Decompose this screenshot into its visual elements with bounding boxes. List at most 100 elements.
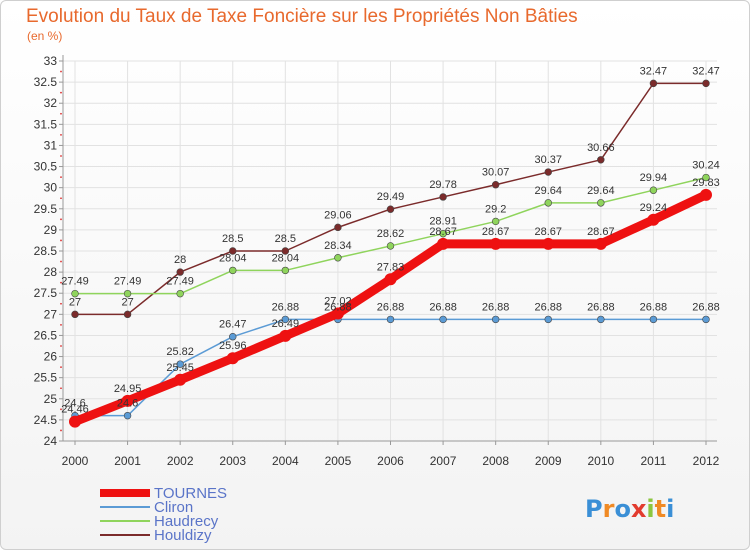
- x-tick-label: 2001: [114, 454, 141, 468]
- axis-minor-dot: [60, 281, 62, 284]
- data-label-houldizy: 29.49: [377, 191, 405, 203]
- data-point-houldizy: [229, 247, 237, 255]
- data-point-houldizy: [491, 181, 500, 189]
- data-point-tournes: [69, 415, 81, 428]
- x-tick-label: 2010: [587, 454, 614, 468]
- data-label-cliron: 26.88: [429, 301, 457, 313]
- data-label-haudrecy: 27.49: [61, 276, 89, 288]
- axis-minor-dot: [60, 70, 62, 73]
- data-label-haudrecy: 29.2: [485, 203, 506, 215]
- data-point-houldizy: [281, 247, 290, 255]
- data-point-tournes: [384, 273, 397, 286]
- data-point-cliron: [702, 315, 710, 324]
- data-point-haudrecy: [597, 199, 605, 207]
- data-point-haudrecy: [386, 242, 395, 250]
- data-point-houldizy: [334, 223, 342, 232]
- y-tick-label: 31.5: [34, 117, 58, 131]
- y-tick-label: 25: [44, 392, 58, 406]
- data-label-haudrecy: 28.91: [429, 216, 457, 228]
- data-point-tournes: [437, 237, 450, 250]
- data-label-houldizy: 28.5: [275, 233, 296, 245]
- data-label-tournes: 29.24: [640, 202, 668, 214]
- y-tick-label: 24.5: [34, 413, 58, 427]
- data-label-tournes: 28.67: [429, 226, 457, 238]
- legend-label-houldizy: Houldizy: [154, 527, 212, 544]
- data-point-houldizy: [386, 205, 395, 213]
- data-label-tournes: 27.83: [377, 261, 405, 273]
- y-tick-label: 28: [44, 265, 58, 279]
- logo-letter: t: [655, 495, 666, 523]
- data-label-houldizy: 30.07: [482, 167, 510, 179]
- data-label-cliron: 26.88: [692, 301, 720, 313]
- data-label-houldizy: 29.06: [324, 209, 352, 221]
- y-tick-label: 30: [44, 181, 58, 195]
- data-label-houldizy: 32.47: [692, 65, 720, 77]
- data-point-cliron: [386, 315, 395, 324]
- logo-letter: x: [631, 495, 647, 523]
- data-label-cliron: 25.82: [166, 346, 194, 358]
- chart-subtitle: (en %): [27, 29, 62, 43]
- y-tick-label: 27: [44, 307, 58, 321]
- data-point-houldizy: [176, 268, 184, 276]
- data-point-tournes: [226, 352, 239, 365]
- logo-letter: i: [666, 495, 674, 523]
- data-point-cliron: [649, 315, 658, 324]
- data-label-houldizy: 27: [121, 296, 133, 308]
- data-point-cliron: [123, 411, 132, 420]
- data-label-cliron: 26.88: [640, 301, 668, 313]
- axis-minor-dot: [60, 302, 62, 305]
- y-tick-label: 29.5: [34, 202, 58, 216]
- logo-letter: i: [646, 495, 654, 523]
- data-label-tournes: 28.67: [587, 226, 615, 238]
- data-label-haudrecy: 28.34: [324, 240, 352, 252]
- data-point-haudrecy: [439, 229, 447, 238]
- data-point-cliron: [597, 315, 605, 324]
- axis-minor-dot: [60, 239, 62, 242]
- y-tick-label: 25.5: [34, 371, 58, 385]
- y-tick-label: 27.5: [34, 286, 58, 300]
- data-label-haudrecy: 30.24: [692, 160, 720, 172]
- x-tick-label: 2009: [535, 454, 562, 468]
- chart-title: Evolution du Taux de Taxe Foncière sur l…: [26, 6, 578, 27]
- data-point-haudrecy: [281, 266, 290, 275]
- y-tick-label: 32: [44, 96, 58, 110]
- data-point-houldizy: [544, 168, 552, 176]
- y-tick-label: 31: [44, 138, 58, 152]
- data-point-houldizy: [597, 156, 605, 164]
- data-point-cliron: [176, 360, 184, 368]
- data-point-tournes: [489, 237, 502, 250]
- axis-minor-dot: [60, 112, 62, 115]
- data-point-tournes: [331, 307, 344, 320]
- data-point-houldizy: [702, 79, 710, 88]
- axis-minor-dot: [60, 260, 62, 263]
- data-label-cliron: 26.47: [219, 319, 247, 331]
- data-label-houldizy: 27: [69, 296, 81, 308]
- data-label-haudrecy: 29.64: [534, 185, 562, 197]
- logo-letter: o: [614, 495, 631, 523]
- data-label-houldizy: 30.37: [534, 154, 562, 166]
- data-point-tournes: [594, 237, 607, 250]
- data-label-tournes: 28.67: [482, 226, 510, 238]
- y-tick-label: 26: [44, 350, 58, 364]
- data-point-houldizy: [71, 310, 79, 319]
- data-point-houldizy: [439, 193, 447, 201]
- legend-label-tournes: TOURNES: [154, 485, 227, 502]
- proxiti-logo: Proxiti: [585, 495, 674, 523]
- data-label-haudrecy: 28.04: [219, 252, 247, 264]
- data-point-haudrecy: [176, 289, 184, 298]
- data-label-tournes: 24.95: [114, 383, 142, 395]
- x-tick-label: 2004: [272, 454, 299, 468]
- data-label-tournes: 24.46: [61, 404, 89, 416]
- axis-minor-dot: [60, 323, 62, 326]
- axis-minor-dot: [60, 387, 62, 390]
- y-tick-label: 29: [44, 223, 58, 237]
- data-label-tournes: 25.96: [219, 340, 247, 352]
- data-label-tournes: 28.67: [534, 226, 562, 238]
- data-point-haudrecy: [702, 173, 710, 182]
- y-tick-label: 30.5: [34, 160, 58, 174]
- data-label-houldizy: 28: [174, 254, 186, 266]
- data-label-haudrecy: 28.04: [272, 252, 300, 264]
- y-tick-label: 32.5: [34, 75, 58, 89]
